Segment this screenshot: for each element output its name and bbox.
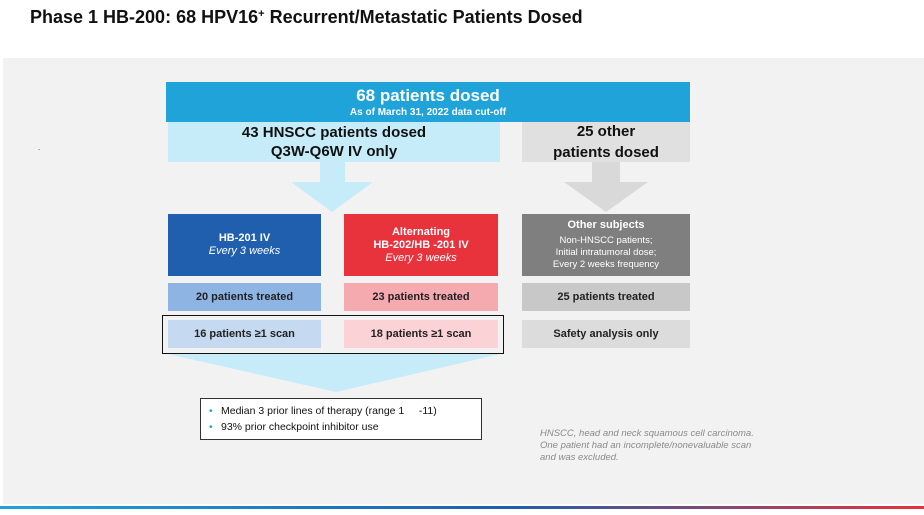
bullet-row: • 93% prior checkpoint inhibitor use: [209, 419, 473, 435]
other-group-banner: 25 other patients dosed: [522, 122, 690, 162]
other-down-arrow: [564, 162, 648, 212]
other-group-line1: 25 other: [576, 123, 636, 140]
footnote-line3: and was excluded.: [540, 452, 619, 463]
arm-alternating-treated: 23 patients treated: [344, 283, 498, 311]
arm-alternating-label-line2: HB-202/HB -201 IV: [373, 238, 469, 251]
funnel-arrow: [168, 354, 500, 392]
footnote-line1: HNSCC, head and neck squamous cell carci…: [540, 428, 754, 439]
arm-other-desc-line2: Initial intratumoral dose;: [555, 247, 657, 258]
hnscc-group-banner: 43 HNSCC patients dosed Q3W-Q6W IV only: [168, 122, 500, 162]
arm-other-label: Other subjects: [567, 219, 645, 231]
data-cutoff-note: As of March 31, 2022 data cut-off: [349, 106, 507, 118]
arm-alternating-label-line1: Alternating: [391, 225, 451, 238]
scan-group-frame: [162, 315, 504, 354]
arm-alternating-scan: 18 patients ≥1 scan: [344, 320, 498, 348]
bullet-text: 93% prior checkpoint inhibitor use: [221, 421, 379, 433]
arm-other-desc-line1: Non-HNSCC patients;: [559, 235, 653, 246]
arm-hb201-header: HB-201 IV Every 3 weeks: [168, 214, 321, 276]
footnote-line2: One patient had an incomplete/nonevaluab…: [540, 440, 752, 451]
arm-other-scan: Safety analysis only: [522, 320, 690, 348]
bullet-row: • Median 3 prior lines of therapy (range …: [209, 403, 473, 419]
bullet-icon: •: [209, 405, 213, 417]
bullet-icon: •: [209, 421, 213, 433]
total-dosed-banner: 68 patients dosed As of March 31, 2022 d…: [166, 82, 690, 122]
arm-alternating-schedule: Every 3 weeks: [385, 251, 457, 264]
arm-other-desc-line3: Every 2 weeks frequency: [552, 259, 660, 270]
hnscc-down-arrow: [291, 162, 373, 212]
arm-other-treated: 25 patients treated: [522, 283, 690, 311]
other-group-line2: patients dosed: [553, 144, 659, 161]
total-dosed-headline: 68 patients dosed: [356, 85, 500, 105]
arm-alternating-header: Alternating HB-202/HB -201 IV Every 3 we…: [344, 214, 498, 276]
slide-title: Phase 1 HB-200: 68 HPV16+ Recurrent/Meta…: [30, 7, 583, 27]
bottom-accent-line: [0, 506, 924, 509]
hnscc-group-line2: Q3W-Q6W IV only: [270, 143, 398, 160]
hnscc-group-line1: 43 HNSCC patients dosed: [241, 124, 427, 141]
arm-hb201-schedule: Every 3 weeks: [208, 245, 281, 257]
arm-hb201-scan: 16 patients ≥1 scan: [168, 320, 321, 348]
arm-hb201-label: HB-201 IV: [218, 232, 271, 244]
arm-other-header: Other subjects Non-HNSCC patients; Initi…: [522, 214, 690, 276]
footnote: HNSCC, head and neck squamous cell carci…: [540, 428, 820, 464]
prior-therapy-box: • Median 3 prior lines of therapy (range …: [200, 398, 482, 440]
bullet-text: Median 3 prior lines of therapy (range 1…: [221, 405, 437, 417]
stray-dot: .: [38, 143, 41, 152]
arm-hb201-treated: 20 patients treated: [168, 283, 321, 311]
